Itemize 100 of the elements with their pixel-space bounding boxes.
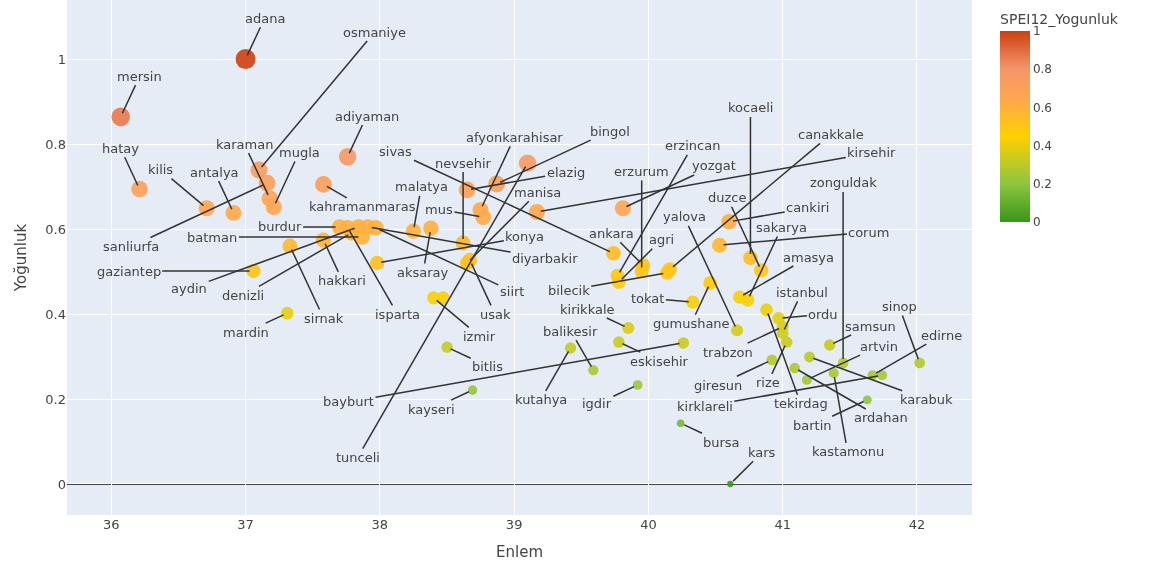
annotation: bayburt: [323, 394, 374, 409]
annotation: osmaniye: [343, 25, 406, 40]
annotation: malatya: [395, 179, 448, 194]
annotation: sinop: [882, 299, 917, 314]
annotation: karaman: [216, 137, 274, 152]
annotation: trabzon: [703, 345, 753, 360]
annotation: sivas: [379, 144, 413, 159]
annotation: kirikkale: [560, 302, 615, 317]
annotation: bartin: [793, 418, 832, 433]
color-bar-label: 1: [1032, 24, 1041, 39]
annotation: erzincan: [665, 138, 721, 153]
x-axis-title: Enlem: [496, 543, 543, 561]
annotation: ardahan: [854, 410, 908, 425]
annotation: izmir: [463, 329, 496, 344]
y-tick-label: 0.4: [45, 306, 66, 322]
annotation: kirklareli: [677, 399, 733, 414]
annotation: kastamonu: [812, 444, 885, 459]
annotation: duzce: [708, 190, 747, 205]
annotation: kayseri: [408, 402, 455, 417]
annotation: usak: [480, 307, 511, 322]
annotation: edirne: [921, 328, 963, 343]
annotation: mus: [425, 202, 453, 217]
annotation: corum: [848, 225, 890, 240]
annotation: afyonkarahisar: [466, 130, 564, 145]
color-bar-label: 0.2: [1032, 177, 1052, 191]
annotation: isparta: [375, 307, 421, 322]
color-bar-label: 0.6: [1032, 100, 1052, 115]
annotation: nevsehir: [435, 156, 492, 171]
x-tick-label: 36: [103, 517, 120, 532]
annotation: cankiri: [786, 200, 830, 215]
y-tick-label: 0.6: [45, 221, 66, 237]
annotation: adiyaman: [335, 109, 400, 124]
annotation: tokat: [631, 291, 665, 306]
annotation: kars: [748, 445, 776, 460]
annotation: siirt: [500, 284, 525, 299]
y-tick-label: 0.8: [45, 136, 66, 152]
color-bar-label: 0: [1032, 215, 1041, 230]
annotation: sakarya: [756, 220, 808, 235]
annotation: batman: [187, 230, 238, 245]
annotation: kocaeli: [728, 100, 774, 115]
annotation: yozgat: [692, 158, 736, 173]
annotation: tunceli: [336, 450, 380, 465]
x-tick-label: 41: [774, 517, 791, 532]
annotation: karabuk: [900, 392, 954, 407]
annotation: canakkale: [798, 127, 864, 142]
annotation: mugla: [279, 145, 320, 160]
annotation: samsun: [845, 319, 896, 334]
annotation: erzurum: [614, 164, 669, 179]
annotation: mardin: [223, 325, 269, 340]
annotation: bingol: [590, 124, 630, 139]
x-tick-label: 38: [371, 517, 389, 532]
annotation: amasya: [783, 250, 835, 265]
annotation: konya: [505, 229, 544, 244]
annotation: gaziantep: [97, 264, 162, 279]
annotation: aksaray: [397, 265, 449, 280]
annotation: sirnak: [304, 311, 344, 326]
color-bar-title: SPEI12_Yogunluk: [1000, 10, 1119, 27]
y-tick-label: 1: [57, 51, 66, 67]
annotation: istanbul: [776, 285, 828, 300]
x-tick-label: 40: [640, 517, 657, 532]
annotation: manisa: [514, 185, 562, 200]
annotation: ordu: [808, 307, 838, 322]
annotation: kilis: [148, 162, 174, 177]
annotation: agri: [649, 232, 675, 247]
annotation: tekirdag: [774, 396, 828, 411]
annotation: antalya: [190, 165, 239, 180]
annotation: eskisehir: [630, 354, 689, 369]
annotation: rize: [756, 375, 780, 390]
annotation: zonguldak: [810, 175, 878, 190]
annotation: burdur: [258, 219, 303, 234]
x-tick-label: 39: [505, 517, 523, 532]
annotation: giresun: [694, 378, 743, 393]
annotation: balikesir: [543, 324, 598, 339]
color-bar-label: 0.4: [1032, 138, 1052, 153]
annotation: aydin: [171, 281, 207, 296]
annotation: igdir: [582, 396, 612, 411]
annotation: kutahya: [515, 392, 568, 407]
annotation: hatay: [102, 141, 140, 156]
y-tick-label: 0.2: [45, 391, 66, 407]
annotation: elazig: [547, 165, 586, 180]
annotation: bursa: [703, 435, 740, 450]
annotation: diyarbakir: [512, 251, 579, 266]
y-axis-title: Yoğunluk: [11, 223, 30, 293]
annotation: bitlis: [472, 359, 504, 374]
annotation: sanliurfa: [103, 239, 160, 254]
annotation: kirsehir: [847, 145, 897, 160]
annotation: adana: [245, 11, 286, 26]
annotation: hakkari: [318, 273, 366, 288]
annotation: gumushane: [653, 316, 730, 331]
color-bar-label: 0.8: [1032, 62, 1052, 77]
y-tick-label: 0: [57, 476, 66, 492]
x-tick-label: 42: [908, 517, 926, 532]
annotation: yalova: [663, 209, 706, 224]
annotation: artvin: [860, 339, 898, 354]
annotation: kahramanmaras: [309, 199, 416, 214]
annotation: bilecik: [548, 283, 591, 298]
x-tick-label: 37: [237, 517, 254, 532]
annotation: ankara: [589, 226, 634, 241]
annotation: denizli: [222, 288, 265, 303]
annotation: mersin: [117, 69, 162, 84]
